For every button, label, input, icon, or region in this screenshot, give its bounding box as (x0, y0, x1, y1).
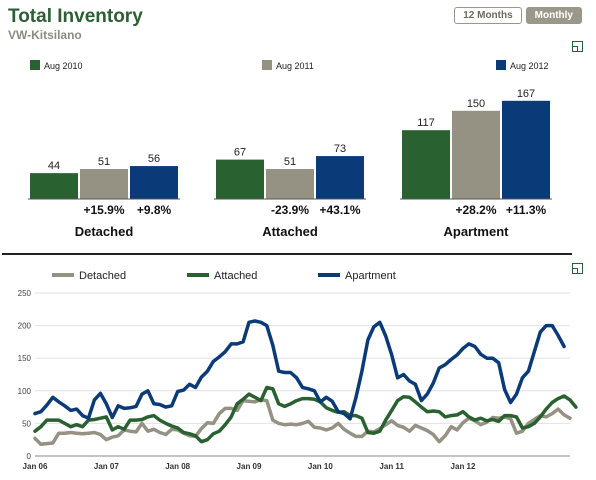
bar (316, 156, 364, 199)
bar (130, 166, 178, 199)
bar-change-label: +15.9% (83, 203, 124, 217)
bar-value-label: 44 (48, 160, 60, 172)
line-y-tick-label: 150 (18, 354, 32, 363)
line-x-tick-label: Jan 07 (94, 462, 119, 471)
bar-change-label: +43.1% (319, 203, 360, 217)
section-divider (2, 253, 572, 255)
line-x-tick-label: Jan 06 (23, 462, 48, 471)
bar-value-label: 51 (284, 156, 296, 168)
bar-category-label: Detached (75, 224, 134, 239)
line-y-tick-label: 50 (22, 419, 31, 428)
line-legend-label: Detached (79, 270, 126, 282)
page-subtitle: VW-Kitsilano (8, 28, 82, 42)
tab-12-months[interactable]: 12 Months (454, 7, 522, 24)
line-chart: 0 50 100 150 200 250 Jan 06 Jan 07 Jan 08 Jan 09 J… (18, 270, 578, 471)
bar-legend-label: Aug 2012 (510, 61, 549, 71)
bar (216, 159, 264, 199)
bar-value-label: 67 (234, 147, 246, 159)
bar-legend-swatch (262, 60, 272, 70)
line-x-tick-label: Jan 12 (451, 462, 476, 471)
expand-line-chart-icon[interactable] (572, 263, 583, 274)
line-legend-label: Apartment (345, 270, 396, 282)
bar-change-label: +11.3% (506, 203, 547, 217)
bar-change-label: -23.9% (271, 203, 309, 217)
line-y-tick-label: 250 (18, 289, 32, 298)
period-tabs: 12 Months Monthly (454, 7, 582, 24)
bar-category-label: Attached (262, 224, 318, 239)
bar-value-label: 117 (417, 117, 435, 129)
bar-value-label: 56 (148, 153, 160, 165)
expand-bar-chart-icon[interactable] (572, 41, 583, 52)
bar-category-label: Apartment (443, 224, 509, 239)
bar-value-label: 51 (98, 156, 110, 168)
line-series-apartment (33, 319, 566, 421)
bar (402, 130, 450, 199)
bar-value-label: 167 (517, 88, 535, 100)
bar-change-label: +28.2% (455, 203, 496, 217)
bar-chart: Aug 2010 Aug 2011 Aug 2012 44 51 56 +15.9% +9.8… (28, 60, 552, 239)
bar-change-label: +9.8% (137, 203, 172, 217)
bar-legend-swatch (496, 60, 506, 70)
line-series-detached (33, 398, 572, 447)
tab-monthly[interactable]: Monthly (525, 7, 582, 24)
line-x-tick-label: Jan 08 (165, 462, 190, 471)
bar-legend-swatch (30, 60, 40, 70)
bar (452, 110, 500, 199)
line-x-tick-label: Jan 10 (308, 462, 333, 471)
bar (80, 169, 128, 199)
bar-value-label: 150 (467, 98, 485, 110)
line-legend-label: Attached (214, 270, 257, 282)
line-x-tick-label: Jan 09 (237, 462, 262, 471)
bar-value-label: 73 (334, 143, 346, 155)
line-x-tick-label: Jan 11 (379, 462, 404, 471)
bar (502, 100, 550, 199)
bar (266, 169, 314, 199)
line-y-tick-label: 200 (18, 322, 32, 331)
bar-legend-label: Aug 2011 (276, 61, 314, 71)
bar-legend-label: Aug 2010 (44, 61, 83, 71)
line-series-attached (33, 385, 578, 444)
page-title: Total Inventory (8, 6, 143, 27)
line-y-tick-label: 0 (27, 452, 32, 461)
line-y-tick-label: 100 (18, 387, 32, 396)
bar (30, 173, 78, 199)
